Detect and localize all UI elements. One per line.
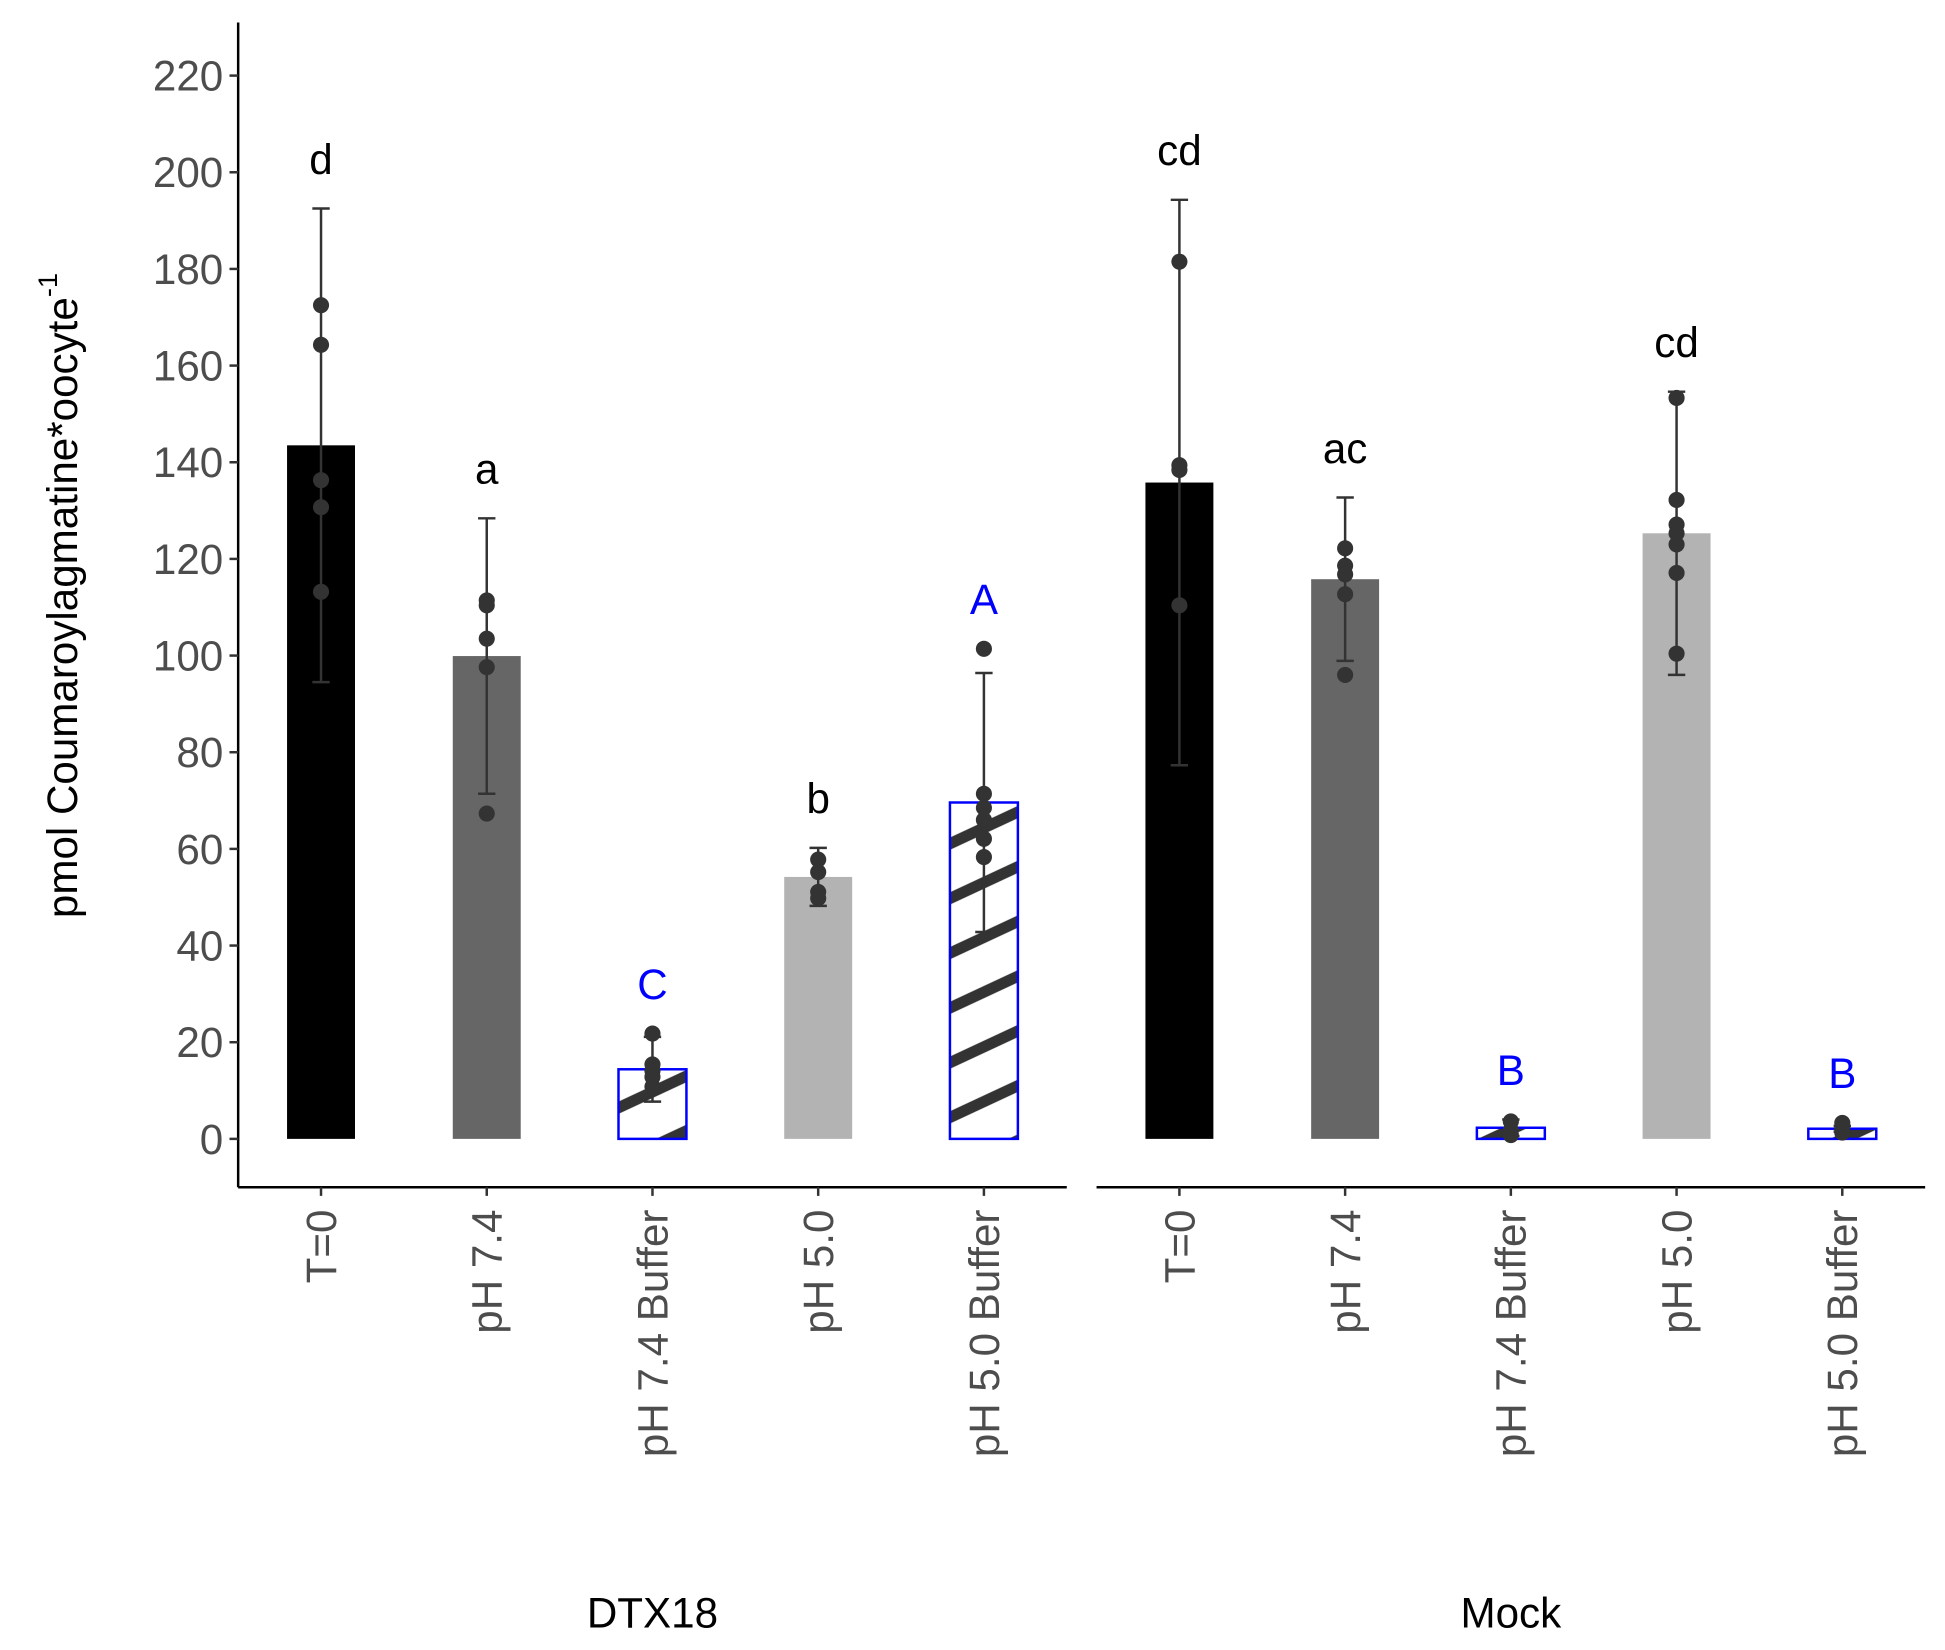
significance-letter: A [970, 576, 999, 623]
data-point [1668, 564, 1685, 581]
data-point [312, 472, 330, 489]
data-point [1668, 491, 1685, 509]
data-point [312, 336, 330, 353]
y-tick-label: 60 [176, 826, 223, 873]
y-tick-label: 140 [153, 439, 223, 486]
y-tick-label: 180 [153, 246, 223, 293]
y-axis-label-sup: -1 [32, 273, 63, 297]
x-tick-label: pH 5.0 Buffer [961, 1210, 1008, 1458]
data-point [1171, 253, 1188, 270]
data-point [975, 830, 992, 847]
significance-letter: B [1497, 1047, 1525, 1094]
data-point [975, 799, 992, 816]
data-point [975, 811, 992, 828]
data-point [1337, 566, 1354, 583]
data-point [1337, 666, 1354, 683]
y-axis-label: pmol Coumaroylagmatine*oocyte-1 [32, 273, 86, 918]
y-tick-label: 40 [176, 922, 223, 969]
x-tick-label: pH 7.4 Buffer [629, 1210, 676, 1458]
significance-letter: b [806, 775, 829, 822]
bar [617, 1068, 688, 1141]
x-tick-label: pH 7.4 Buffer [1488, 1210, 1535, 1458]
y-tick-label: 160 [153, 342, 223, 389]
y-tick-label: 80 [176, 729, 223, 776]
data-point [1668, 525, 1685, 542]
significance-letter: d [309, 136, 332, 183]
data-point [478, 597, 495, 614]
data-point [810, 890, 827, 907]
data-point [1337, 586, 1354, 603]
y-tick-label: 20 [176, 1019, 223, 1066]
data-point [312, 297, 330, 314]
data-point [312, 499, 330, 516]
bar [784, 876, 853, 1139]
y-tick-label: 220 [153, 52, 223, 99]
data-point [478, 630, 495, 647]
data-point [975, 849, 992, 866]
data-point [1668, 645, 1685, 662]
data-point [810, 864, 827, 881]
data-point [810, 851, 827, 868]
data-point [1502, 1126, 1519, 1144]
x-tick-label: pH 5.0 [795, 1210, 842, 1334]
significance-letter: C [637, 961, 667, 1008]
y-axis-label-main: pmol Coumaroylagmatine*oocyte [39, 297, 86, 918]
x-tick-label: T=0 [1156, 1210, 1203, 1284]
facet-label: Mock [1460, 1590, 1562, 1637]
y-tick-label: 0 [200, 1116, 223, 1163]
x-tick-label: pH 7.4 [1322, 1210, 1369, 1334]
data-point [1171, 597, 1188, 614]
data-point [312, 583, 330, 600]
data-point [644, 1025, 661, 1042]
significance-letter: cd [1157, 127, 1202, 174]
significance-letter: B [1828, 1050, 1856, 1097]
x-tick-label: pH 5.0 [1653, 1210, 1700, 1334]
y-tick-label: 100 [153, 632, 223, 679]
data-point [1337, 540, 1354, 557]
bar [1311, 579, 1380, 1139]
data-point [644, 1078, 661, 1095]
data-point [1834, 1124, 1851, 1141]
y-tick-label: 200 [153, 149, 223, 196]
x-tick-label: T=0 [298, 1210, 345, 1284]
y-tick-label: 120 [153, 536, 223, 583]
data-point [975, 640, 992, 657]
data-point [975, 785, 992, 802]
significance-letter: a [475, 446, 499, 493]
data-point [1668, 389, 1685, 407]
significance-letter: ac [1323, 425, 1368, 472]
data-point [478, 659, 495, 676]
facet-label: DTX18 [587, 1590, 718, 1637]
data-point [1171, 461, 1188, 479]
data-point [1668, 536, 1685, 553]
data-point [478, 805, 495, 822]
x-tick-label: pH 7.4 [464, 1210, 511, 1334]
significance-letter: cd [1654, 319, 1699, 366]
x-tick-label: pH 5.0 Buffer [1819, 1210, 1866, 1458]
